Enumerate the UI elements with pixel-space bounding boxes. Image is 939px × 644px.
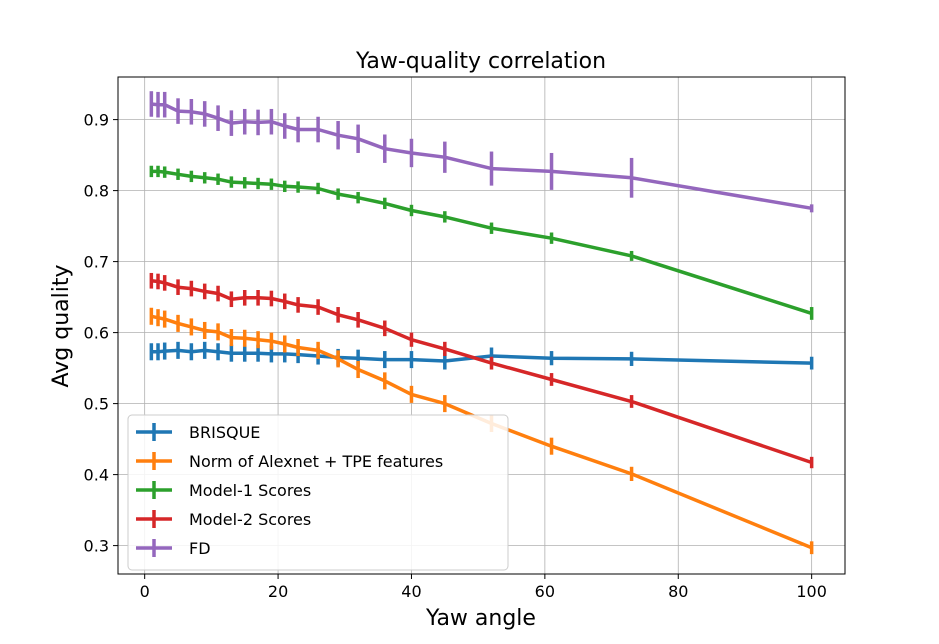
y-tick-label: 0.4 xyxy=(84,466,109,485)
legend-label: FD xyxy=(189,539,211,558)
y-tick-label: 0.7 xyxy=(84,253,109,272)
x-tick-label: 100 xyxy=(796,582,827,601)
y-tick-label: 0.3 xyxy=(84,537,109,556)
legend-item-fd: FD xyxy=(136,539,211,558)
y-tick-label: 0.9 xyxy=(84,111,109,130)
ticks: 0 20 40 60 80 100 0.3 0.4 0.5 0.6 0.7 0.8 0.9 xyxy=(84,111,827,601)
series-layer xyxy=(149,91,814,555)
x-tick-label: 20 xyxy=(268,582,288,601)
legend-item-model-1-scores: Model-1 Scores xyxy=(136,481,311,500)
x-tick-label: 60 xyxy=(535,582,555,601)
x-tick-label: 40 xyxy=(401,582,421,601)
x-tick-label: 0 xyxy=(140,582,150,601)
legend-label: Model-1 Scores xyxy=(189,481,311,500)
series-model-1-scores xyxy=(149,165,814,320)
legend-item-brisque: BRISQUE xyxy=(136,423,260,442)
y-tick-label: 0.5 xyxy=(84,395,109,414)
series-model-2-scores xyxy=(149,272,814,469)
legend-box xyxy=(127,414,509,571)
y-tick-label: 0.6 xyxy=(84,324,109,343)
chart-title: Yaw-quality correlation xyxy=(355,49,606,74)
plot-frame xyxy=(117,76,846,575)
legend-label: Model-2 Scores xyxy=(189,510,311,529)
legend-item-norm-of-alexnet-tpe-features: Norm of Alexnet + TPE features xyxy=(136,452,443,471)
series-fd xyxy=(149,91,814,213)
x-tick-label: 80 xyxy=(668,582,688,601)
y-tick-label: 0.8 xyxy=(84,182,109,201)
legend-label: BRISQUE xyxy=(189,423,260,442)
legend: BRISQUE Norm of Alexnet + TPE features Mod… xyxy=(127,414,509,571)
series-norm-of-alexnet-tpe-features xyxy=(149,307,814,555)
series-brisque xyxy=(149,341,814,370)
x-axis-label: Yaw angle xyxy=(425,606,536,631)
y-axis-label: Avg quality xyxy=(49,265,74,388)
legend-item-model-2-scores: Model-2 Scores xyxy=(136,510,311,529)
legend-label: Norm of Alexnet + TPE features xyxy=(189,452,443,471)
